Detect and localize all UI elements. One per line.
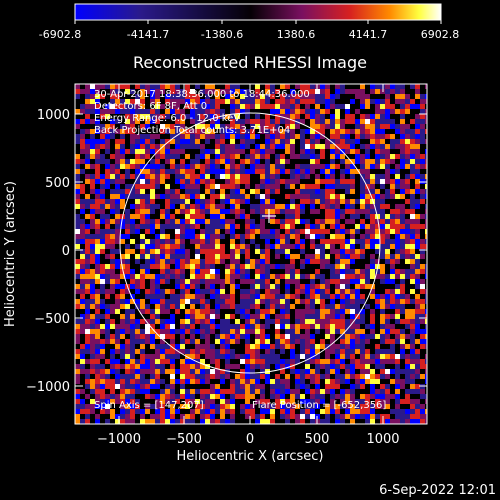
y-axis-ticks xyxy=(75,113,427,387)
y-tick-label: 500 xyxy=(45,176,70,191)
x-tick-label: −1000 xyxy=(97,432,141,447)
flare-position-text: Flare Position = [-652,356] xyxy=(252,400,386,411)
projection-counts-text: Back Projection Total counts: 3.71E+04 xyxy=(94,125,290,136)
spin-axis-cross xyxy=(262,209,276,223)
colorbar-gradient xyxy=(74,3,442,21)
colorbar-tick-label-3: 1380.6 xyxy=(277,28,316,41)
info-overlay: 30-Apr-2017 18:38:36.000 to 18:44:36.000… xyxy=(94,89,386,411)
x-axis-title: Heliocentric X (arcsec) xyxy=(177,449,324,464)
timestamp: 6-Sep-2022 12:01 xyxy=(379,483,496,498)
x-tick-label: 1000 xyxy=(366,432,399,447)
spin-axis-text: Spin Axis = [147,207] xyxy=(94,400,204,411)
reconstructed-image xyxy=(75,84,427,424)
y-tick-label: 1000 xyxy=(37,108,70,123)
x-tick-label: 500 xyxy=(305,432,330,447)
colorbar-tick-label-4: 4141.7 xyxy=(349,28,388,41)
x-axis-ticks xyxy=(118,84,384,424)
detectors-text: Detectors: 6F 8F, Att 0 xyxy=(94,101,207,112)
y-tick-label: 0 xyxy=(62,244,70,259)
time-range-text: 30-Apr-2017 18:38:36.000 to 18:44:36.000 xyxy=(94,89,310,100)
y-tick-label: −1000 xyxy=(26,380,70,395)
plot-frame xyxy=(74,83,428,425)
colorbar-tick-label-2: -1380.6 xyxy=(201,28,243,41)
x-tick-label: −500 xyxy=(166,432,202,447)
colorbar-tick-label-0: -6902.8 xyxy=(39,28,81,41)
y-tick-label: −500 xyxy=(34,312,70,327)
y-axis-title: Heliocentric Y (arcsec) xyxy=(3,181,18,327)
colorbar-tick-label-5: 6902.8 xyxy=(421,28,460,41)
colorbar-ticks xyxy=(74,20,442,24)
solar-limb-circle xyxy=(119,112,381,374)
plot-title: Reconstructed RHESSI Image xyxy=(133,53,367,72)
x-tick-label: 0 xyxy=(246,432,254,447)
colorbar: -6902.8 -4141.7 -1380.6 1380.6 4141.7 69… xyxy=(39,3,460,41)
energy-range-text: Energy Range: 6.0 - 12.0 keV xyxy=(94,113,240,124)
colorbar-tick-label-1: -4141.7 xyxy=(127,28,169,41)
